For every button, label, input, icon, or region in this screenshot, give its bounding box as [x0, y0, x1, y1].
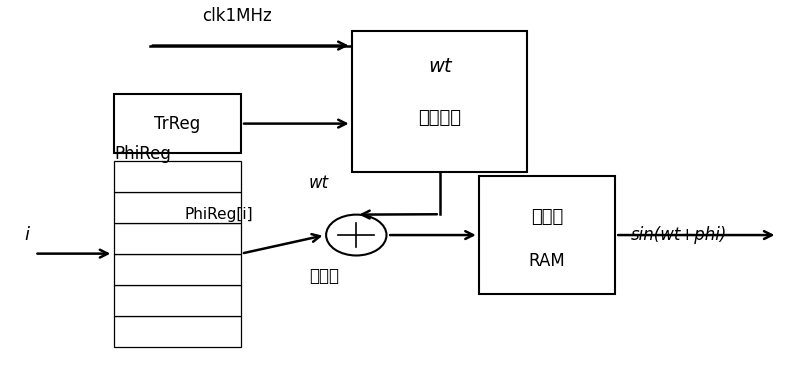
Bar: [479, 175, 614, 294]
Bar: [114, 94, 241, 153]
Bar: [114, 254, 241, 285]
Text: PhiReg[i]: PhiReg[i]: [185, 207, 253, 222]
Ellipse shape: [326, 215, 386, 255]
Bar: [114, 316, 241, 346]
Text: RAM: RAM: [529, 252, 566, 270]
Text: PhiReg: PhiReg: [114, 145, 171, 163]
Text: wt: wt: [308, 174, 329, 192]
Bar: [352, 31, 527, 172]
Text: clk1MHz: clk1MHz: [202, 7, 272, 25]
Bar: [114, 285, 241, 316]
Text: 产生单元: 产生单元: [418, 109, 462, 127]
Text: wt: wt: [428, 56, 451, 75]
Text: 加法器: 加法器: [310, 267, 339, 285]
Text: i: i: [24, 226, 29, 244]
Bar: [114, 192, 241, 223]
Text: sin(wt+phi): sin(wt+phi): [630, 226, 726, 244]
Bar: [114, 161, 241, 192]
Text: TrReg: TrReg: [154, 114, 201, 133]
Bar: [114, 223, 241, 254]
Text: 正弦表: 正弦表: [531, 208, 563, 226]
